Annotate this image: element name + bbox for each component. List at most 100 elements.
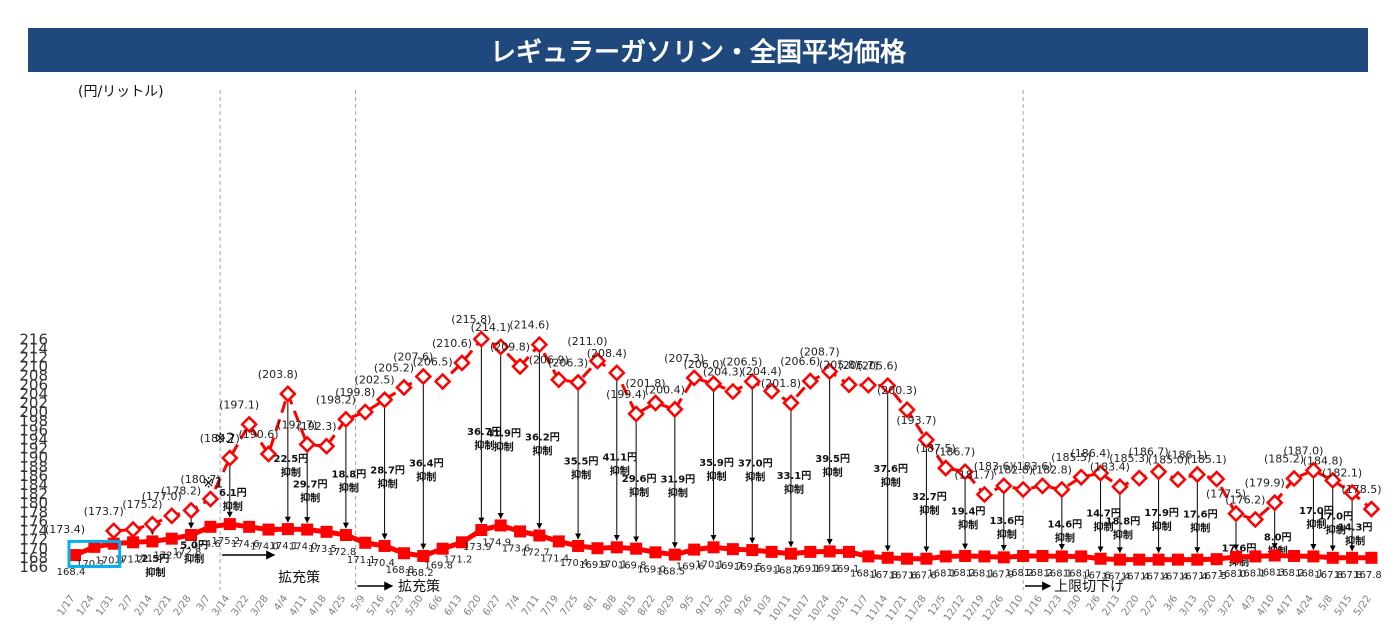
suppression-amount: 14.3円: [1338, 522, 1373, 534]
unsuppressed-price-label: (182.8): [993, 463, 1033, 476]
actual-price-label: 169.7: [715, 561, 744, 572]
actual-price-label: 169.8: [618, 561, 647, 572]
actual-price-label: 174.0: [250, 542, 279, 553]
x-tick-label: 8/1: [582, 593, 600, 612]
unsuppressed-price-label: (206.5): [722, 356, 762, 369]
actual-price-label: 171.4: [134, 553, 163, 564]
actual-price-label: 168.2: [947, 568, 976, 579]
x-tick-label: 3/27: [1217, 593, 1239, 618]
suppression-label: 抑制: [919, 504, 939, 517]
unsuppressed-price-label: (176.2): [1225, 494, 1265, 507]
actual-price-label: 170.1: [695, 559, 724, 570]
unsuppressed-price-marker: [608, 364, 626, 382]
x-tick-label: 1/17: [56, 593, 78, 618]
actual-price-marker: [1036, 549, 1049, 562]
highlight-box: [67, 539, 122, 568]
expansion-label-1: 拡充策: [278, 569, 320, 586]
unsuppressed-price-marker: [569, 373, 587, 392]
x-tick-label: 4/25: [326, 593, 348, 618]
unsuppressed-price-label: (185.0): [1148, 453, 1188, 466]
cap-reduction-label: 上限切下げ: [1054, 579, 1124, 595]
suppression-label: 抑制: [745, 470, 765, 483]
actual-price-marker: [475, 524, 488, 537]
x-tick-label: 2/21: [152, 593, 174, 618]
suppression-label: 抑制: [997, 528, 1017, 541]
suppression-amount: 36.2円: [525, 432, 560, 444]
actual-price-marker: [165, 532, 178, 545]
actual-price-label: 167.4: [1121, 572, 1150, 583]
suppression-label: 抑制: [610, 465, 630, 478]
unsuppressed-price-label: (185.2): [1264, 453, 1304, 466]
x-tick-label: 10/31: [826, 593, 852, 623]
suppression-label: 抑制: [1094, 520, 1114, 533]
actual-price-marker: [726, 543, 739, 556]
actual-price-label: 167.4: [1160, 572, 1189, 583]
unsuppressed-price-label: (189.7): [200, 432, 240, 445]
actual-price-label: 169.1: [831, 564, 860, 575]
unsuppressed-price-marker: [995, 477, 1013, 495]
y-tick-label: 200: [19, 403, 48, 421]
actual-price-marker: [1191, 553, 1204, 566]
x-tick-label: 3/7: [195, 593, 213, 612]
actual-price-label: 171.4: [540, 553, 569, 564]
actual-price-label: 167.8: [1353, 570, 1382, 581]
unsuppressed-price-label: (177.5): [1206, 488, 1246, 501]
actual-price-marker: [1075, 550, 1088, 563]
actual-price-label: 169.0: [637, 564, 666, 575]
actual-price-label: 174.1: [270, 541, 299, 552]
suppression-amount: 31.9円: [661, 473, 696, 485]
unsuppressed-price-label: (208.4): [587, 347, 627, 360]
x-tick-label: 7/4: [504, 593, 522, 612]
actual-price-marker: [1171, 553, 1184, 566]
y-tick-label: 174: [19, 522, 48, 540]
unsuppressed-price-label: (183.6): [1012, 460, 1052, 473]
actual-price-marker: [901, 552, 914, 565]
actual-price-label: 168.1: [1295, 568, 1324, 579]
unsuppressed-price-marker: [201, 490, 220, 508]
unsuppressed-price-marker: [433, 372, 452, 391]
suppression-amount: 18.8円: [1106, 516, 1141, 528]
unsuppressed-price-label: (206.6): [780, 355, 820, 368]
actual-price-marker: [1210, 553, 1223, 566]
actual-price-marker: [514, 525, 527, 538]
actual-price-marker: [707, 541, 720, 554]
actual-price-label: 169.2: [811, 563, 840, 574]
x-tick-label: 2/7: [117, 593, 135, 612]
actual-price-label: 168.2: [1276, 568, 1305, 579]
actual-price-label: 168.5: [657, 567, 686, 578]
unsuppressed-price-marker: [1304, 461, 1323, 480]
unsuppressed-price-label: (185.3): [1109, 452, 1149, 465]
unsuppressed-price-marker: [221, 449, 239, 467]
suppression-amount: 8.0円: [1264, 532, 1292, 544]
unsuppressed-price-label: (206.0): [684, 358, 724, 371]
unsuppressed-price-marker: [724, 382, 742, 401]
unsuppressed-price-marker: [511, 357, 529, 376]
unsuppressed-price-marker: [337, 410, 355, 429]
actual-price-marker: [436, 542, 449, 555]
x-tick-label: 7/25: [559, 593, 581, 618]
x-tick-label: 4/10: [1255, 593, 1277, 618]
actual-price-marker: [1288, 549, 1301, 562]
unsuppressed-price-label: (200.4): [645, 383, 685, 396]
suppression-amount: 17.9円: [1144, 507, 1179, 519]
actual-price-label: 167.4: [1102, 572, 1131, 583]
unsuppressed-price-marker: [1149, 462, 1168, 481]
x-tick-label: 5/15: [1333, 593, 1355, 618]
unsuppressed-price-marker: [453, 354, 471, 372]
actual-price-marker: [1365, 551, 1378, 564]
unsuppressed-price-label: (192.7): [277, 418, 317, 431]
unsuppressed-price-label: (205.6): [858, 360, 898, 373]
unsuppressed-price-label: (187.5): [916, 442, 956, 455]
actual-price-marker: [978, 550, 991, 563]
unsuppressed-price-label: (214.6): [509, 319, 549, 332]
y-tick-label: 166: [19, 558, 48, 576]
actual-price-label: 173.9: [463, 542, 492, 553]
unsuppressed-price-label: (198.2): [316, 393, 356, 406]
x-tick-label: 2/28: [172, 593, 194, 618]
unsuppressed-price-marker: [124, 520, 142, 539]
unsuppressed-price-marker: [685, 369, 703, 387]
unsuppressed-price-marker: [898, 400, 916, 419]
actual-price-marker: [1230, 550, 1242, 563]
unsuppressed-price-label: (205.8): [819, 359, 859, 372]
unsuppressed-price-marker: [1053, 480, 1071, 499]
